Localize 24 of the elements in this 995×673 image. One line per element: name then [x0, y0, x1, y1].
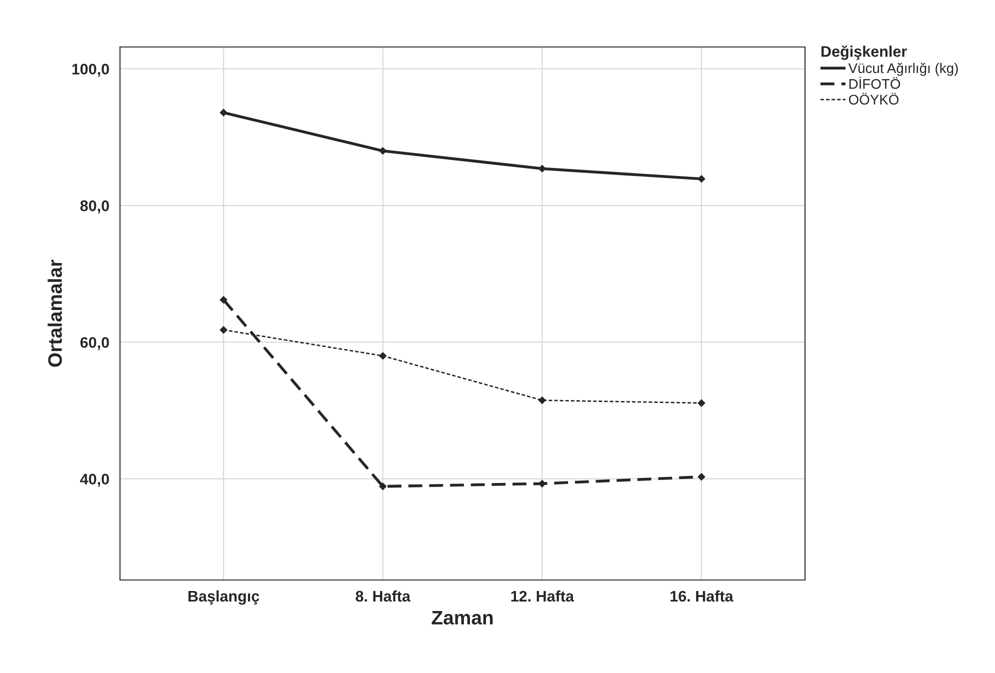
point — [220, 326, 228, 334]
point — [538, 396, 546, 404]
y-tick-label: 60,0 — [80, 337, 109, 350]
legend-label: OÖYKÖ — [848, 92, 899, 105]
point — [220, 108, 228, 117]
x-tick-label: Başlangıç — [188, 590, 260, 605]
point — [378, 352, 387, 360]
point — [220, 296, 228, 304]
x-tick-label: 8. Hafta — [356, 590, 411, 602]
y-tick-label: 40,0 — [80, 474, 109, 487]
y-axis-title: Ortalamalar — [48, 260, 62, 367]
point — [378, 482, 387, 490]
point — [698, 399, 706, 407]
x-tick-label: 16. Hafta — [670, 590, 734, 602]
legend-label: Vücut Ağırlığı (kg) — [848, 62, 958, 76]
x-axis-title: Zaman — [432, 610, 493, 625]
point — [698, 472, 706, 481]
point — [378, 146, 387, 155]
y-tick-label: 80,0 — [80, 200, 109, 214]
legend-title: Değişkenler — [822, 46, 907, 60]
x-tick-label: 12. Hafta — [511, 590, 574, 602]
legend-label: DİFOTÖ — [849, 76, 900, 89]
y-tick-label: 100,0 — [72, 64, 109, 77]
point — [698, 174, 706, 183]
